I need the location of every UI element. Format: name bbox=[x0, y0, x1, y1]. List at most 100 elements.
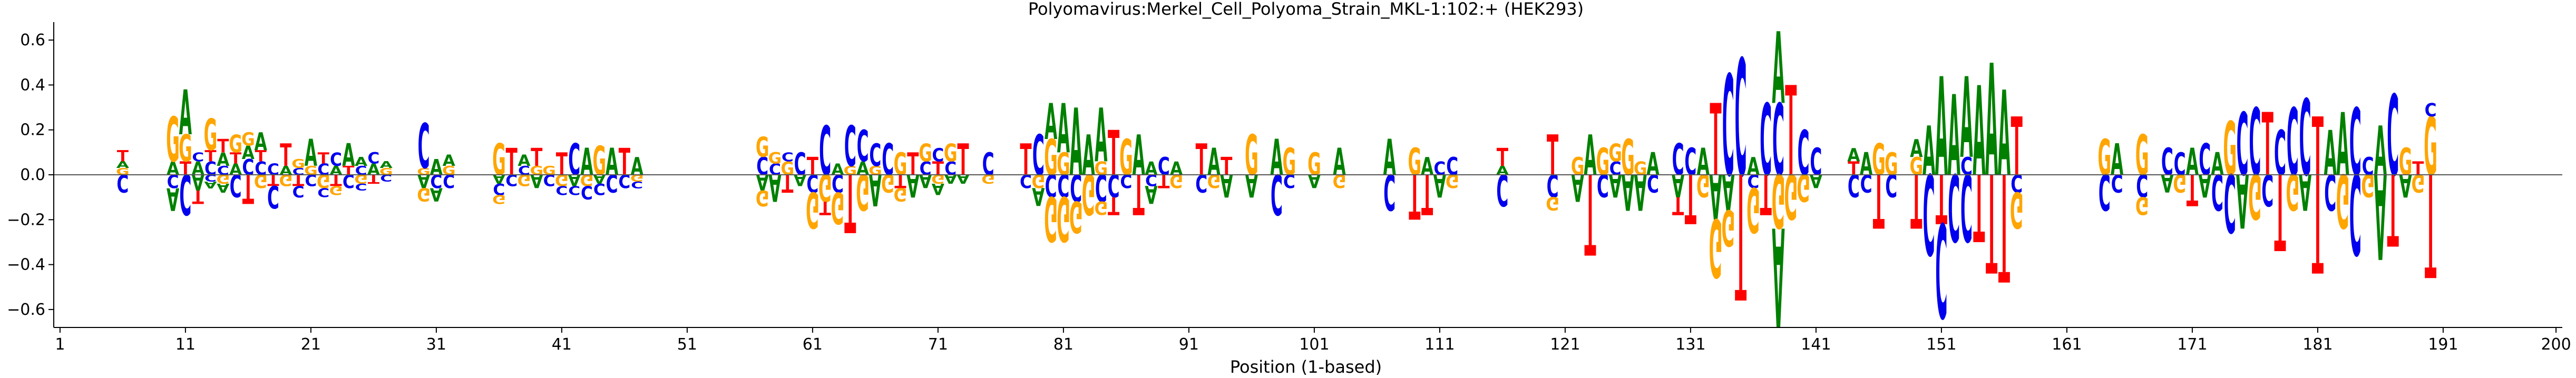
logo-letter-T bbox=[1872, 175, 1885, 229]
logo-letter-A: A bbox=[1847, 144, 1860, 166]
logo-letter-A: A bbox=[530, 171, 543, 192]
logo-letter-C: C bbox=[555, 183, 568, 197]
logo-letter-A: A bbox=[1622, 163, 1634, 220]
logo-letter-T bbox=[1760, 175, 1772, 215]
logo-letter-A: A bbox=[1747, 153, 1760, 181]
logo-letter-C: C bbox=[1672, 135, 1684, 185]
svg-text:G: G bbox=[894, 184, 908, 205]
svg-text:G: G bbox=[279, 171, 292, 188]
svg-text:G: G bbox=[856, 163, 870, 220]
logo-letter-T bbox=[2311, 175, 2324, 274]
x-tick-label: 61 bbox=[803, 335, 823, 354]
logo-letter-A: A bbox=[756, 170, 769, 195]
svg-text:C: C bbox=[204, 173, 217, 184]
logo-letter-T bbox=[782, 175, 794, 193]
logo-letter-G: G bbox=[768, 150, 782, 168]
svg-text:C: C bbox=[493, 180, 505, 197]
logo-letter-C: C bbox=[192, 150, 204, 164]
logo-letter-T bbox=[2412, 161, 2424, 175]
logo-letter-G: G bbox=[1057, 147, 1070, 183]
logo-letter-G: G bbox=[1885, 147, 1898, 183]
logo-letter-A: A bbox=[229, 161, 242, 179]
svg-text:G: G bbox=[291, 156, 305, 171]
logo-letter-C: C bbox=[292, 166, 305, 177]
logo-letter-T bbox=[2186, 175, 2198, 206]
x-tick-label: 41 bbox=[552, 335, 572, 354]
svg-text:A: A bbox=[1207, 141, 1220, 183]
logo-letter-C: C bbox=[1948, 153, 1960, 261]
logo-letter-C: C bbox=[355, 163, 367, 178]
logo-letter-G: G bbox=[1596, 141, 1609, 183]
logo-letter-A: A bbox=[1910, 135, 1923, 163]
logo-letter-G: G bbox=[329, 183, 343, 197]
logo-letter-T bbox=[367, 175, 379, 184]
logo-letter-A: A bbox=[2299, 163, 2311, 220]
logo-letter-A: A bbox=[242, 142, 255, 163]
logo-letter-G: G bbox=[2361, 167, 2375, 202]
logo-letter-G: G bbox=[1094, 157, 1108, 179]
logo-letter-G: G bbox=[254, 171, 268, 192]
svg-text:C: C bbox=[1020, 171, 1032, 192]
logo-letter-T bbox=[1133, 175, 1145, 215]
logo-letter-A: A bbox=[167, 157, 179, 179]
svg-text:C: C bbox=[1948, 153, 1960, 261]
y-tick-label: −0.4 bbox=[7, 256, 45, 274]
logo-letter-G: G bbox=[304, 163, 318, 178]
logo-letter-C: C bbox=[505, 171, 518, 188]
svg-text:G: G bbox=[756, 185, 769, 211]
svg-text:A: A bbox=[1095, 93, 1107, 179]
svg-text:C: C bbox=[1684, 141, 1696, 183]
logo-letter-T bbox=[242, 175, 254, 204]
svg-text:G: G bbox=[379, 166, 393, 177]
logo-letter-A: A bbox=[493, 172, 506, 186]
svg-text:A: A bbox=[2111, 135, 2123, 185]
y-tick-label: −0.6 bbox=[7, 301, 45, 319]
svg-text:G: G bbox=[1333, 171, 1346, 192]
svg-text:C: C bbox=[343, 171, 355, 192]
svg-text:A: A bbox=[179, 78, 192, 150]
svg-text:A: A bbox=[242, 142, 255, 163]
svg-text:C: C bbox=[1647, 168, 1659, 197]
svg-text:G: G bbox=[630, 173, 644, 184]
svg-text:A: A bbox=[2374, 113, 2387, 192]
logo-letter-A: A bbox=[179, 78, 192, 150]
svg-text:A: A bbox=[1910, 135, 1923, 163]
svg-text:C: C bbox=[518, 163, 530, 178]
svg-text:C: C bbox=[1597, 167, 1609, 202]
svg-text:C: C bbox=[2349, 89, 2362, 197]
svg-text:G: G bbox=[317, 171, 330, 192]
svg-text:A: A bbox=[2299, 163, 2311, 220]
logo-letter-C: C bbox=[1032, 124, 1045, 188]
svg-text:G: G bbox=[2135, 124, 2149, 188]
svg-text:C: C bbox=[116, 168, 129, 197]
logo-letter-T bbox=[907, 152, 919, 175]
logo-letter-T bbox=[267, 175, 279, 186]
svg-text:C: C bbox=[1923, 148, 1935, 277]
svg-text:C: C bbox=[794, 147, 806, 183]
logo-letter-G: G bbox=[2411, 168, 2425, 197]
svg-text:G: G bbox=[818, 166, 832, 208]
svg-text:C: C bbox=[1195, 168, 1207, 197]
logo-letter-G: G bbox=[2173, 168, 2187, 197]
logo-letter-A: A bbox=[1220, 167, 1233, 202]
svg-text:G: G bbox=[1571, 153, 1585, 181]
logo-letter-C: C bbox=[1120, 171, 1132, 192]
svg-text:C: C bbox=[1672, 135, 1684, 185]
x-tick-label: 151 bbox=[1926, 335, 1956, 354]
svg-text:C: C bbox=[1045, 167, 1057, 202]
logo-letter-C: C bbox=[1760, 84, 1772, 198]
logo-letter-C: C bbox=[1735, 27, 1747, 213]
logo-letter-G: G bbox=[1696, 167, 1710, 202]
logo-letter-A: A bbox=[116, 160, 130, 171]
logo-letter-C: C bbox=[430, 171, 442, 192]
svg-text:C: C bbox=[292, 182, 305, 200]
svg-text:C: C bbox=[844, 115, 856, 180]
axes: −0.6−0.4−0.20.00.20.40.6 1 11 21 31 41 51 61 71… bbox=[7, 22, 2571, 354]
logo-letter-G: G bbox=[1169, 171, 1183, 192]
logo-letter-A: A bbox=[768, 166, 781, 208]
svg-text:G: G bbox=[304, 163, 318, 178]
logo-letter-C: C bbox=[2161, 141, 2173, 183]
logo-letter-C: C bbox=[1446, 153, 1458, 181]
svg-text:A: A bbox=[2199, 167, 2212, 202]
svg-text:C: C bbox=[1271, 161, 1283, 225]
